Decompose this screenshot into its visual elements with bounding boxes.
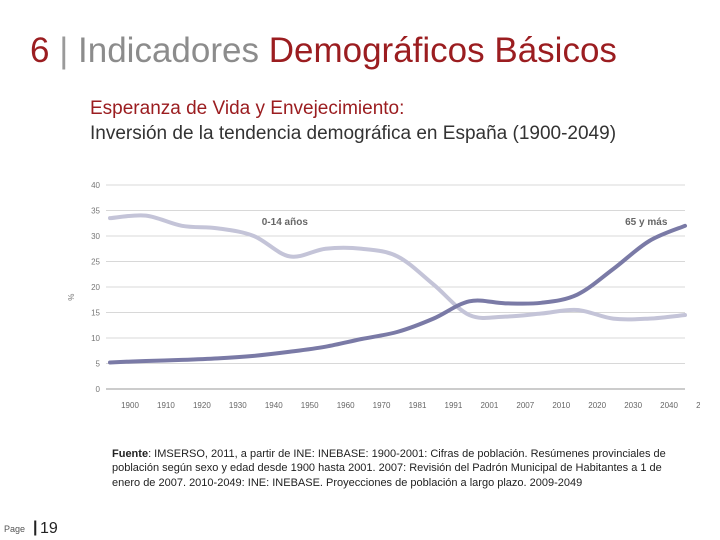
x-tick-label: 2030 (624, 401, 642, 410)
x-tick-label: 1930 (229, 401, 247, 410)
subtitle-line-2: Inversión de la tendencia demográfica en… (90, 123, 617, 145)
x-tick-label: 2040 (660, 401, 678, 410)
source-text: : IMSERSO, 2011, a partir de INE: INEBAS… (112, 448, 666, 489)
series-label-1: 65 y más (625, 217, 668, 228)
chart-background (107, 177, 695, 407)
y-tick-label: 15 (91, 309, 100, 318)
series-line-1 (108, 223, 687, 365)
series-label-0: 0-14 años (262, 217, 309, 228)
population-chart: 0 5 10 15 20 25 30 35 40% 1900 1910 1920 1930 1940 19… (67, 177, 714, 410)
y-tick-label: 35 (91, 207, 100, 216)
y-tick-label: 20 (91, 283, 100, 292)
chart-subtitle: Esperanza de Vida y Envejecimiento: Inve… (90, 96, 616, 146)
x-tick-label: 2020 (588, 401, 606, 410)
series-line-0 (108, 213, 687, 322)
x-tick-label: 1981 (409, 401, 427, 410)
subtitle-line-1: Esperanza de Vida y Envejecimiento: (90, 98, 405, 119)
y-tick-label: 25 (91, 258, 100, 267)
x-tick-label: 1910 (157, 401, 175, 410)
title-separator: | (59, 31, 69, 70)
page-label: Page (4, 524, 26, 534)
y-axis-label: % (67, 294, 76, 301)
source-label: Fuente (112, 448, 149, 460)
y-tick-label: 0 (96, 385, 101, 394)
slide-title: 6 | Indicadores Demográficos Básicos (30, 30, 617, 72)
x-tick-label: 1950 (301, 401, 319, 410)
y-tick-label: 30 (91, 232, 100, 241)
chart-container: 0 5 10 15 20 25 30 35 40% 1900 1910 1920 1930 1940 19… (60, 172, 714, 422)
source-note: Fuente: IMSERSO, 2011, a partir de INE: … (112, 447, 672, 490)
x-tick-label: 2007 (516, 401, 534, 410)
slide-number: 6 (30, 31, 50, 70)
page-number: 19 (40, 520, 58, 537)
y-tick-label: 5 (96, 360, 101, 369)
y-tick-label: 40 (91, 181, 100, 190)
x-tick-label: 1920 (193, 401, 211, 410)
x-tick-label: 1900 (121, 401, 139, 410)
x-tick-label: 1970 (373, 401, 391, 410)
x-tick-label: 1960 (337, 401, 355, 410)
title-part-2: Demográficos Básicos (268, 31, 617, 70)
y-tick-label: 10 (91, 334, 100, 343)
x-tick-label: 1940 (265, 401, 283, 410)
x-tick-label: 1991 (445, 401, 463, 410)
x-tick-label: 2010 (552, 401, 570, 410)
page-divider: | (33, 519, 38, 536)
title-part-1: Indicadores (78, 31, 259, 70)
x-tick-label: 2049 (696, 401, 700, 410)
x-tick-label: 2001 (480, 401, 498, 410)
